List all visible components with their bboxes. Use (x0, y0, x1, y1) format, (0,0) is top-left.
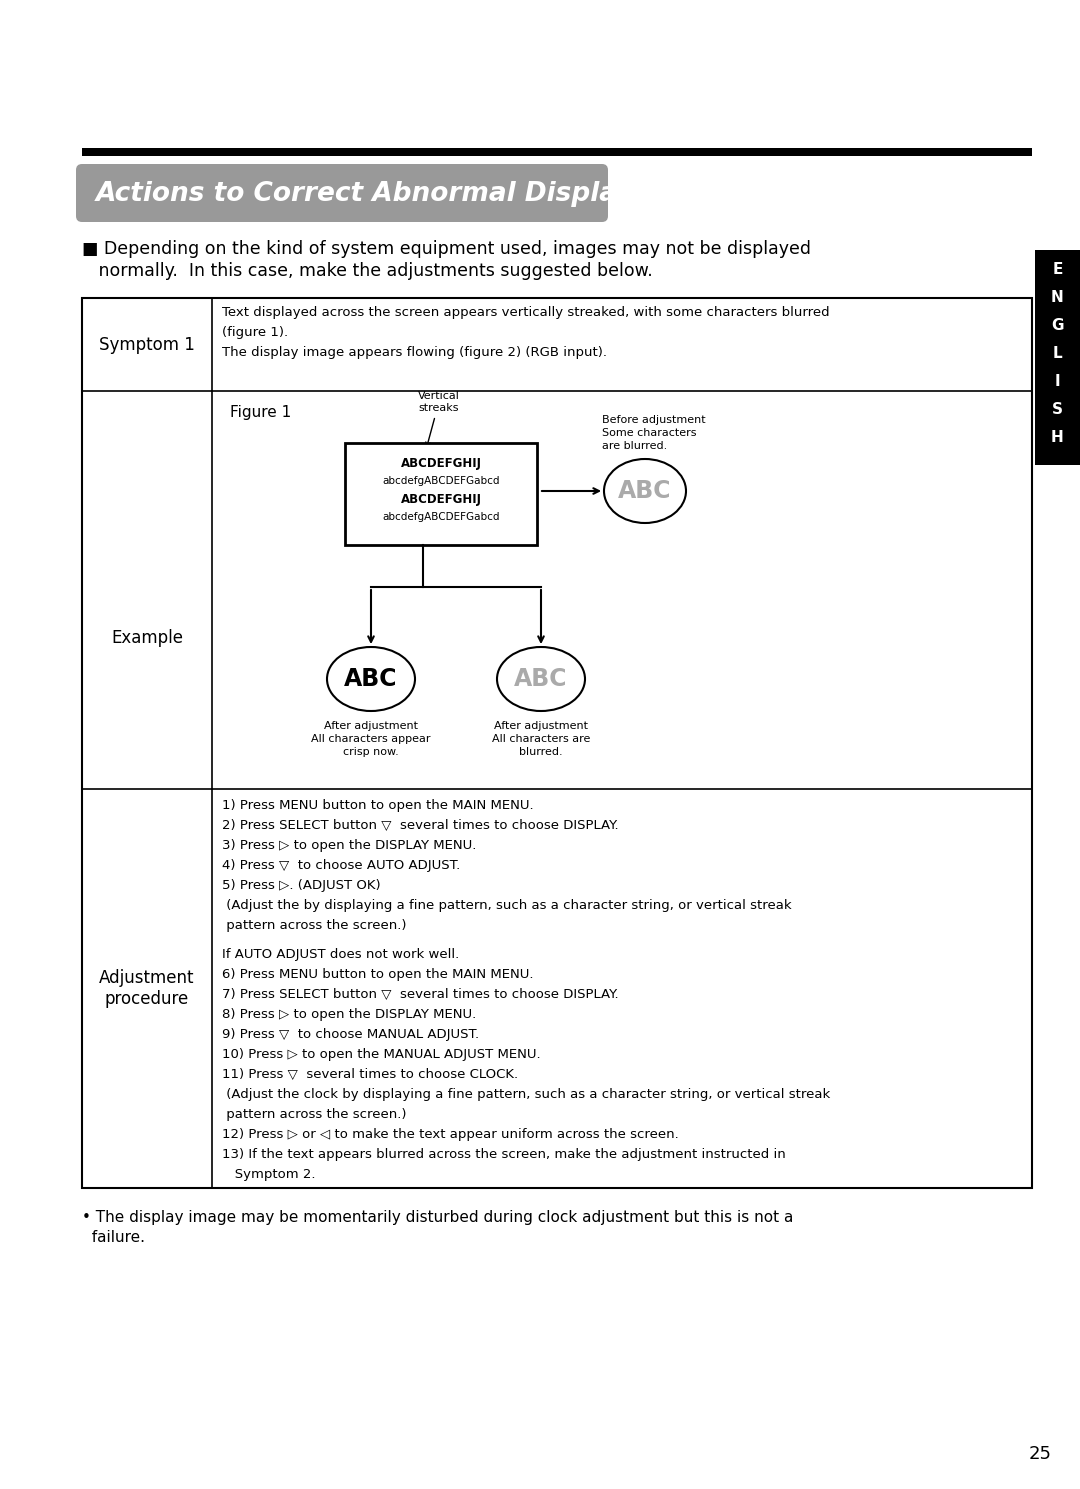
Text: • The display image may be momentarily disturbed during clock adjustment but thi: • The display image may be momentarily d… (82, 1211, 794, 1225)
Text: H: H (1051, 430, 1064, 445)
Text: abcdefgABCDEFGabcd: abcdefgABCDEFGabcd (382, 476, 500, 485)
Bar (381, 447, 391, 542)
Bar (345, 444, 537, 545)
Text: 9) Press ▽  to choose MANUAL ADJUST.: 9) Press ▽ to choose MANUAL ADJUST. (222, 1027, 480, 1041)
Bar (497, 447, 505, 542)
Text: Example: Example (111, 628, 183, 646)
Text: 7) Press SELECT button ▽  several times to choose DISPLAY.: 7) Press SELECT button ▽ several times t… (222, 989, 619, 1001)
Ellipse shape (497, 648, 585, 712)
Text: The display image appears flowing (figure 2) (RGB input).: The display image appears flowing (figur… (222, 345, 607, 359)
Text: 13) If the text appears blurred across the screen, make the adjustment instructe: 13) If the text appears blurred across t… (222, 1148, 786, 1161)
Text: normally.  In this case, make the adjustments suggested below.: normally. In this case, make the adjustm… (82, 262, 652, 280)
Text: After adjustment
All characters are
blurred.: After adjustment All characters are blur… (491, 721, 590, 758)
Ellipse shape (327, 648, 415, 712)
Text: pattern across the screen.): pattern across the screen.) (222, 919, 406, 932)
Text: 1) Press MENU button to open the MAIN MENU.: 1) Press MENU button to open the MAIN ME… (222, 800, 534, 812)
Text: 4) Press ▽  to choose AUTO ADJUST.: 4) Press ▽ to choose AUTO ADJUST. (222, 859, 460, 873)
Bar (410, 447, 419, 542)
Text: ABC: ABC (514, 667, 568, 691)
Text: Vertical
streaks: Vertical streaks (418, 392, 460, 447)
Text: ABC: ABC (618, 479, 672, 503)
Text: Figure 1: Figure 1 (230, 405, 292, 420)
Text: failure.: failure. (82, 1230, 145, 1245)
Ellipse shape (604, 459, 686, 523)
FancyBboxPatch shape (76, 164, 608, 222)
Text: (figure 1).: (figure 1). (222, 326, 288, 339)
Text: 10) Press ▷ to open the MANUAL ADJUST MENU.: 10) Press ▷ to open the MANUAL ADJUST ME… (222, 1048, 541, 1062)
Text: 8) Press ▷ to open the DISPLAY MENU.: 8) Press ▷ to open the DISPLAY MENU. (222, 1008, 476, 1021)
Text: Symptom 1: Symptom 1 (99, 335, 194, 353)
Text: E: E (1052, 262, 1063, 277)
Text: 5) Press ▷. (ADJUST OK): 5) Press ▷. (ADJUST OK) (222, 879, 380, 892)
Text: (Adjust the clock by displaying a fine pattern, such as a character string, or v: (Adjust the clock by displaying a fine p… (222, 1088, 831, 1100)
Text: Symptom 2.: Symptom 2. (222, 1167, 315, 1181)
Text: ■ Depending on the kind of system equipment used, images may not be displayed: ■ Depending on the kind of system equipm… (82, 240, 811, 258)
Bar (1035, 250, 1080, 465)
Text: After adjustment
All characters appear
crisp now.: After adjustment All characters appear c… (311, 721, 431, 758)
Text: Text displayed across the screen appears vertically streaked, with some characte: Text displayed across the screen appears… (222, 307, 829, 319)
Text: Before adjustment
Some characters
are blurred.: Before adjustment Some characters are bl… (602, 415, 705, 451)
Bar (353, 447, 362, 542)
Bar (82, 298, 1032, 1188)
Text: 25: 25 (1028, 1444, 1052, 1464)
Text: Actions to Correct Abnormal Displays: Actions to Correct Abnormal Displays (96, 182, 650, 207)
Text: Adjustment
procedure: Adjustment procedure (99, 969, 194, 1008)
Text: ABC: ABC (345, 667, 397, 691)
Text: abcdefgABCDEFGabcd: abcdefgABCDEFGabcd (382, 512, 500, 523)
Text: 11) Press ▽  several times to choose CLOCK.: 11) Press ▽ several times to choose CLOC… (222, 1068, 518, 1081)
Text: I: I (1055, 374, 1061, 389)
Text: N: N (1051, 290, 1064, 305)
Text: 3) Press ▷ to open the DISPLAY MENU.: 3) Press ▷ to open the DISPLAY MENU. (222, 838, 476, 852)
Bar (82, 147, 1032, 156)
Text: pattern across the screen.): pattern across the screen.) (222, 1108, 406, 1121)
Text: 6) Press MENU button to open the MAIN MENU.: 6) Press MENU button to open the MAIN ME… (222, 968, 534, 981)
Bar (438, 447, 448, 542)
Text: L: L (1053, 345, 1063, 360)
Text: ABCDEFGHIJ: ABCDEFGHIJ (401, 493, 482, 505)
Bar (525, 447, 534, 542)
Text: G: G (1051, 319, 1064, 334)
Text: S: S (1052, 402, 1063, 417)
Text: (Adjust the by displaying a fine pattern, such as a character string, or vertica: (Adjust the by displaying a fine pattern… (222, 899, 792, 911)
Text: 2) Press SELECT button ▽  several times to choose DISPLAY.: 2) Press SELECT button ▽ several times t… (222, 819, 619, 832)
Text: If AUTO ADJUST does not work well.: If AUTO ADJUST does not work well. (222, 948, 459, 960)
Text: 12) Press ▷ or ◁ to make the text appear uniform across the screen.: 12) Press ▷ or ◁ to make the text appear… (222, 1129, 678, 1141)
Bar (468, 447, 476, 542)
Text: ABCDEFGHIJ: ABCDEFGHIJ (401, 457, 482, 469)
